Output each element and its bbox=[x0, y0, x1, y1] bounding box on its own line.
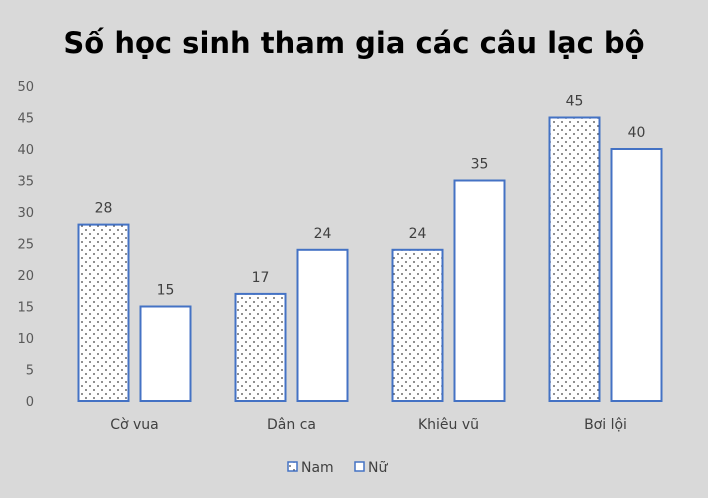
chart-title: Số học sinh tham gia các câu lạc bộ bbox=[63, 26, 644, 60]
legend-swatch-nữ bbox=[354, 461, 365, 472]
data-label: 28 bbox=[95, 201, 113, 217]
y-tick-label: 35 bbox=[17, 175, 34, 190]
legend: Nam Nữ bbox=[287, 460, 388, 476]
category-label: Khiêu vũ bbox=[418, 417, 479, 433]
data-label: 17 bbox=[252, 270, 270, 286]
y-tick-label: 40 bbox=[17, 143, 34, 158]
y-tick-label: 50 bbox=[17, 80, 34, 95]
category-label: Cờ vua bbox=[110, 417, 159, 433]
y-axis: 0 5 10 15 20 25 30 35 40 45 50 bbox=[17, 80, 34, 410]
bar-nữ-2 bbox=[453, 179, 506, 402]
y-tick-label: 5 bbox=[26, 364, 34, 379]
y-tick-label: 25 bbox=[17, 238, 34, 253]
category-label: Bơi lội bbox=[584, 417, 627, 433]
y-tick-label: 45 bbox=[17, 112, 34, 127]
bar-nam-1 bbox=[234, 292, 287, 402]
legend-label: Nam bbox=[301, 460, 334, 476]
y-tick-label: 30 bbox=[17, 206, 34, 221]
data-label: 40 bbox=[628, 125, 646, 141]
bar-nam-3 bbox=[548, 116, 601, 402]
data-label: 15 bbox=[157, 283, 175, 299]
bar-nữ-1 bbox=[296, 248, 349, 402]
bar-nữ-3 bbox=[610, 148, 663, 402]
bar-group: 28 15 17 24 24 35 45 40 bbox=[77, 94, 663, 402]
data-label: 35 bbox=[471, 157, 489, 173]
legend-label: Nữ bbox=[368, 460, 388, 476]
y-tick-label: 20 bbox=[17, 269, 34, 284]
y-tick-label: 0 bbox=[26, 395, 34, 410]
y-tick-label: 15 bbox=[17, 301, 34, 316]
bar-nam-2 bbox=[391, 248, 444, 402]
y-tick-label: 10 bbox=[17, 332, 34, 347]
bar-nữ-0 bbox=[139, 305, 192, 402]
data-label: 24 bbox=[409, 226, 427, 242]
data-label: 45 bbox=[566, 94, 584, 110]
bar-nam-0 bbox=[77, 223, 130, 402]
data-label: 24 bbox=[314, 226, 332, 242]
x-axis: Cờ vua Dân ca Khiêu vũ Bơi lội bbox=[110, 417, 627, 433]
legend-swatch-nam bbox=[287, 461, 298, 472]
category-label: Dân ca bbox=[267, 417, 316, 433]
